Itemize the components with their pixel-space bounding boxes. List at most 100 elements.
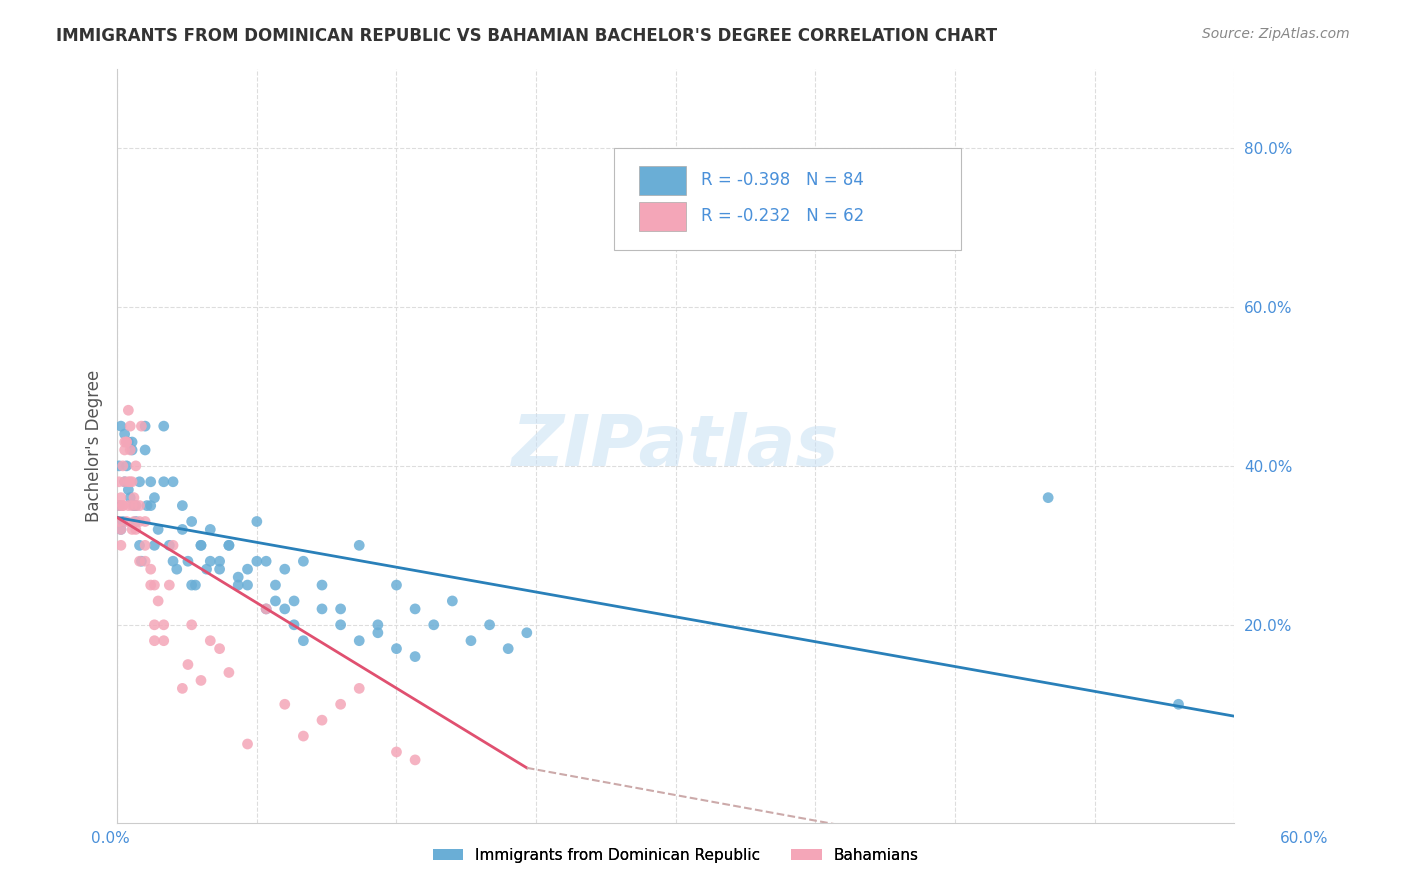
- Point: [218, 538, 240, 552]
- Point: [110, 538, 132, 552]
- Point: [208, 554, 231, 568]
- Point: [108, 458, 131, 473]
- Point: [136, 499, 159, 513]
- Point: [1167, 698, 1189, 712]
- Point: [117, 403, 139, 417]
- Point: [117, 483, 139, 497]
- Point: [125, 499, 148, 513]
- Point: [254, 602, 277, 616]
- Point: [166, 562, 188, 576]
- Point: [157, 578, 180, 592]
- Point: [292, 633, 315, 648]
- Point: [117, 475, 139, 489]
- Point: [246, 515, 269, 529]
- Point: [152, 617, 174, 632]
- Point: [172, 499, 194, 513]
- Point: [516, 625, 538, 640]
- Point: [172, 523, 194, 537]
- Point: [184, 578, 207, 592]
- Point: [128, 554, 150, 568]
- Point: [120, 419, 142, 434]
- Point: [146, 594, 169, 608]
- Point: [121, 499, 143, 513]
- Point: [208, 641, 231, 656]
- Point: [134, 419, 156, 434]
- Point: [114, 475, 136, 489]
- Point: [110, 491, 132, 505]
- Point: [162, 554, 184, 568]
- Point: [329, 602, 352, 616]
- Point: [349, 538, 371, 552]
- Point: [146, 523, 169, 537]
- Point: [125, 499, 148, 513]
- Point: [162, 475, 184, 489]
- Point: [108, 499, 131, 513]
- Point: [114, 442, 136, 457]
- Point: [236, 578, 259, 592]
- Point: [117, 499, 139, 513]
- Point: [208, 562, 231, 576]
- Point: [274, 602, 297, 616]
- Point: [180, 578, 202, 592]
- Point: [441, 594, 464, 608]
- Point: [200, 554, 222, 568]
- Point: [139, 578, 162, 592]
- Point: [292, 729, 315, 743]
- Point: [200, 633, 222, 648]
- Point: [195, 562, 218, 576]
- Text: R = -0.232   N = 62: R = -0.232 N = 62: [702, 208, 865, 226]
- Point: [122, 515, 145, 529]
- Point: [121, 442, 143, 457]
- Y-axis label: Bachelor's Degree: Bachelor's Degree: [86, 370, 103, 522]
- Point: [311, 713, 333, 727]
- Point: [478, 617, 501, 632]
- Point: [114, 475, 136, 489]
- Point: [274, 562, 297, 576]
- Point: [157, 538, 180, 552]
- Point: [143, 491, 166, 505]
- Point: [139, 562, 162, 576]
- Point: [143, 633, 166, 648]
- Point: [226, 578, 249, 592]
- Point: [367, 625, 389, 640]
- Point: [111, 515, 134, 529]
- Point: [292, 554, 315, 568]
- Point: [177, 657, 200, 672]
- Point: [152, 633, 174, 648]
- Point: [254, 602, 277, 616]
- Point: [117, 435, 139, 450]
- Point: [152, 475, 174, 489]
- Point: [177, 554, 200, 568]
- Point: [114, 427, 136, 442]
- Point: [128, 538, 150, 552]
- Point: [143, 538, 166, 552]
- Point: [180, 515, 202, 529]
- Point: [367, 617, 389, 632]
- Point: [200, 523, 222, 537]
- Point: [264, 594, 287, 608]
- Point: [111, 499, 134, 513]
- Point: [143, 617, 166, 632]
- Point: [120, 475, 142, 489]
- Point: [152, 419, 174, 434]
- Point: [115, 435, 138, 450]
- Point: [121, 475, 143, 489]
- Point: [122, 499, 145, 513]
- Point: [111, 499, 134, 513]
- Point: [111, 458, 134, 473]
- Point: [122, 491, 145, 505]
- Point: [121, 523, 143, 537]
- Bar: [638, 202, 686, 231]
- Point: [131, 554, 153, 568]
- Point: [128, 515, 150, 529]
- Point: [115, 458, 138, 473]
- Point: [128, 499, 150, 513]
- Point: [110, 523, 132, 537]
- Point: [110, 523, 132, 537]
- Text: Source: ZipAtlas.com: Source: ZipAtlas.com: [1202, 27, 1350, 41]
- Point: [385, 578, 408, 592]
- Point: [139, 475, 162, 489]
- Point: [190, 538, 212, 552]
- Point: [134, 538, 156, 552]
- Text: R = -0.398   N = 84: R = -0.398 N = 84: [702, 171, 865, 189]
